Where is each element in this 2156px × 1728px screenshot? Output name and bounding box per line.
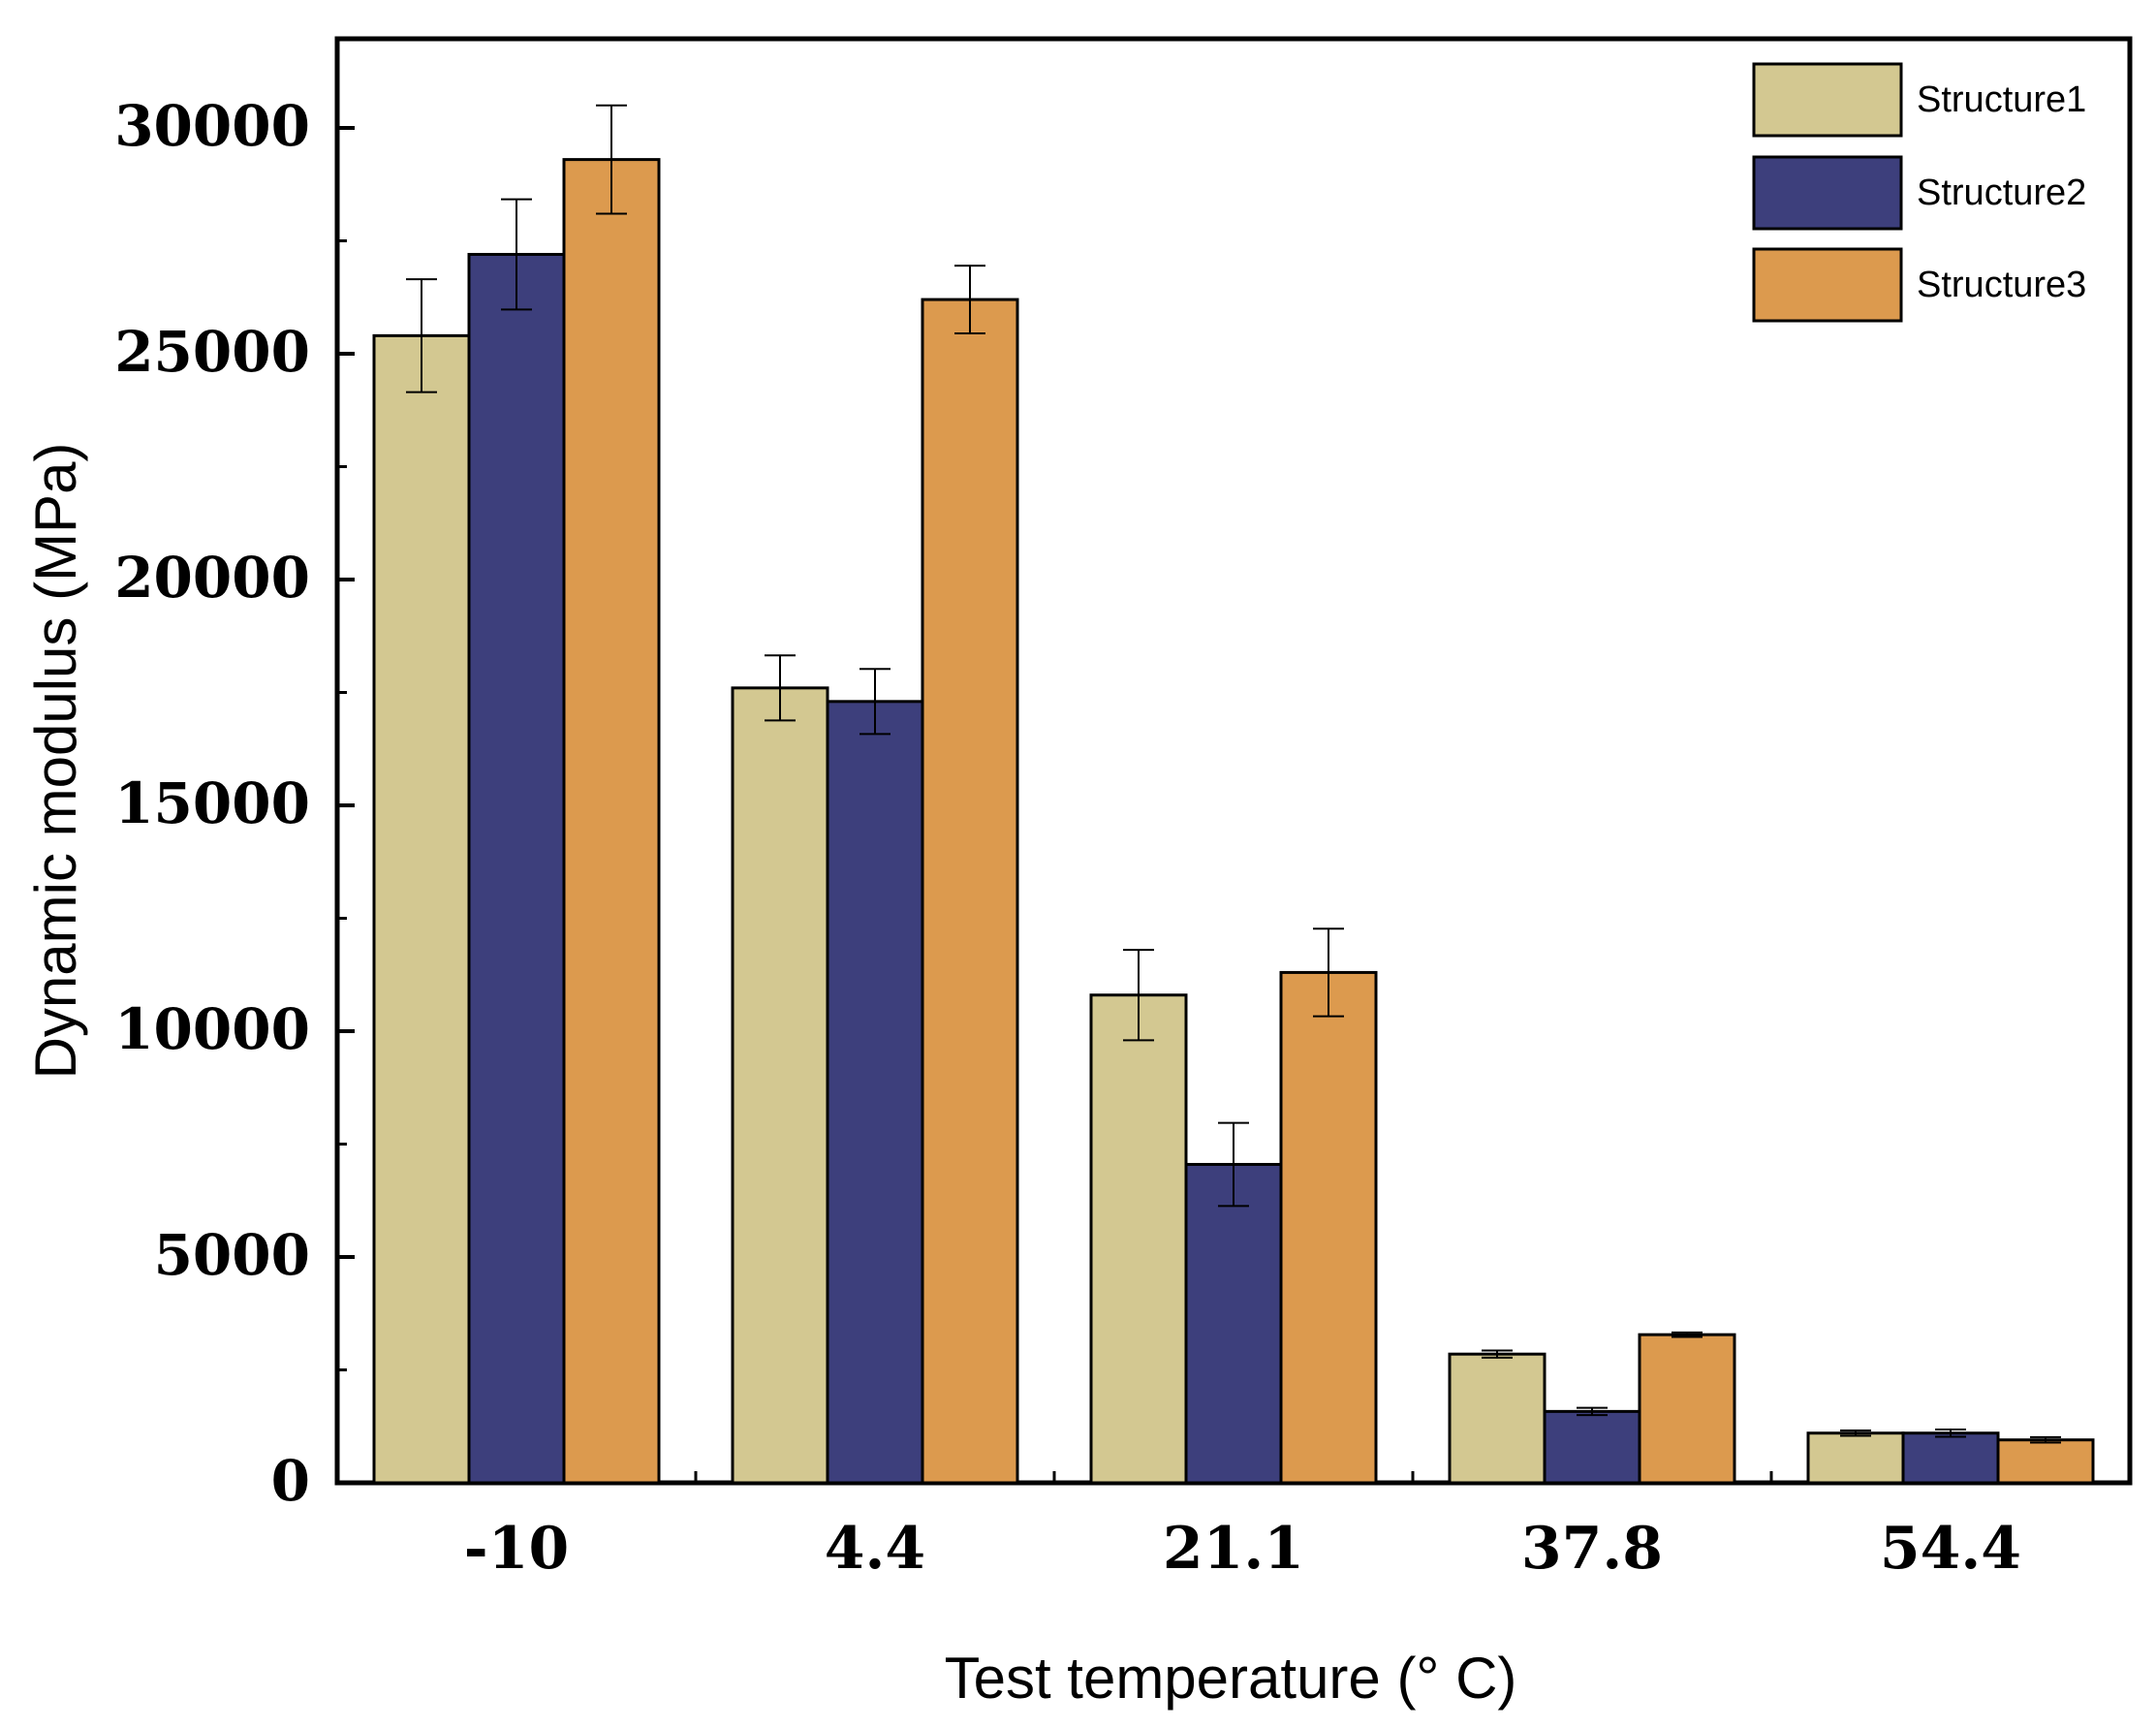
bar-structure2 [1184, 1162, 1283, 1485]
bar-structure2 [467, 252, 566, 1485]
bar-structure3 [1638, 1333, 1736, 1485]
bar-structure1 [1448, 1352, 1547, 1485]
legend-swatch [1752, 62, 1903, 138]
x-tick-label: 21.1 [1163, 1515, 1304, 1583]
bar-structure1 [1089, 993, 1188, 1485]
y-tick-label: 15000 [114, 770, 310, 836]
x-axis-title: Test temperature (° C) [945, 1646, 1517, 1711]
y-tick-label: 20000 [114, 545, 310, 611]
x-tick-label: 37.8 [1521, 1515, 1663, 1583]
y-tick-label: 0 [271, 1448, 310, 1514]
bar-structure2 [826, 700, 924, 1485]
y-tick-label: 5000 [154, 1222, 310, 1288]
legend-swatch [1752, 155, 1903, 231]
bar-structure2 [1543, 1409, 1641, 1485]
x-tick-label: -10 [464, 1515, 569, 1583]
x-tick-label: 4.4 [825, 1515, 925, 1583]
x-tick-label: 54.4 [1880, 1515, 2021, 1583]
legend-label: Structure2 [1917, 173, 2086, 213]
y-tick-label: 30000 [114, 93, 310, 159]
legend-label: Structure1 [1917, 79, 2086, 120]
legend-swatch [1752, 247, 1903, 323]
error-bars [406, 104, 2061, 1444]
x-axis: -10 4.4 21.1 37.8 54.4 [335, 1465, 2132, 1583]
bars [372, 158, 2095, 1485]
bar-structure1 [1806, 1431, 1905, 1485]
bar-structure2 [1901, 1431, 2000, 1485]
bar-structure1 [731, 686, 829, 1485]
bar-structure1 [372, 333, 471, 1485]
y-tick-label: 10000 [114, 996, 310, 1062]
bar-structure3 [1279, 970, 1378, 1485]
y-axis: 0 5000 10000 15000 20000 25000 30000 [114, 93, 355, 1514]
bar-structure3 [562, 158, 661, 1485]
y-axis-title: Dynamic modulus (MPa) [23, 443, 88, 1080]
bar-structure3 [1996, 1438, 2095, 1485]
bar-structure3 [921, 298, 1019, 1485]
legend: Structure1 Structure2 Structure3 [1752, 62, 2086, 323]
y-tick-label: 25000 [114, 319, 310, 385]
legend-label: Structure3 [1917, 265, 2086, 305]
